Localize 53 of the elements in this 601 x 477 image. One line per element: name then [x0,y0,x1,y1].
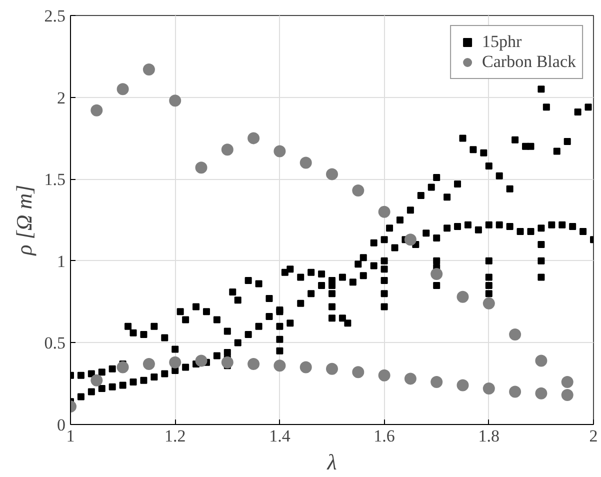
x-tick-label: 1.6 [374,426,395,446]
y-tick-label: 2 [57,88,66,108]
point [221,356,234,368]
point [169,94,182,107]
point [482,382,495,394]
y-tick-label: 0 [57,416,66,434]
legend-label: Carbon Black [482,52,576,72]
point [509,328,522,341]
point [116,361,129,374]
point [142,64,155,76]
point [456,290,469,303]
point [430,268,443,280]
point [248,358,260,370]
point [142,358,155,370]
y-tick-label: 0.5 [44,334,66,353]
y-tick-label: 1 [57,252,66,271]
y-tick-label: 2.5 [44,6,66,26]
point [404,372,416,385]
legend-label: 15phr [482,32,522,52]
point [352,366,364,378]
y-tick-label: 1.5 [44,170,66,190]
y-axis-title: ρ [Ω m] [11,184,36,256]
point [90,374,103,386]
point [116,83,129,96]
point [300,156,312,169]
point [195,162,208,174]
point [300,361,312,374]
point [561,389,574,402]
point [378,369,390,382]
x-tick-label: 1.2 [164,426,186,446]
x-tick-label: 2 [589,426,598,446]
point [326,362,338,375]
point [90,104,103,116]
point [195,354,208,367]
x-tick-label: 1.8 [478,426,500,446]
point [482,297,495,310]
point [535,354,548,367]
x-axis-title: λ [326,450,337,474]
point [221,144,234,156]
point [404,234,416,246]
point [248,132,260,144]
point [326,168,338,180]
point [535,387,548,400]
point [561,376,574,388]
point [509,386,522,398]
x-tick-label: 1.4 [269,426,291,446]
point [456,379,469,392]
point [274,145,286,158]
point [378,206,390,218]
point [352,184,364,197]
point [169,356,182,368]
point [430,376,443,388]
point [274,360,286,372]
